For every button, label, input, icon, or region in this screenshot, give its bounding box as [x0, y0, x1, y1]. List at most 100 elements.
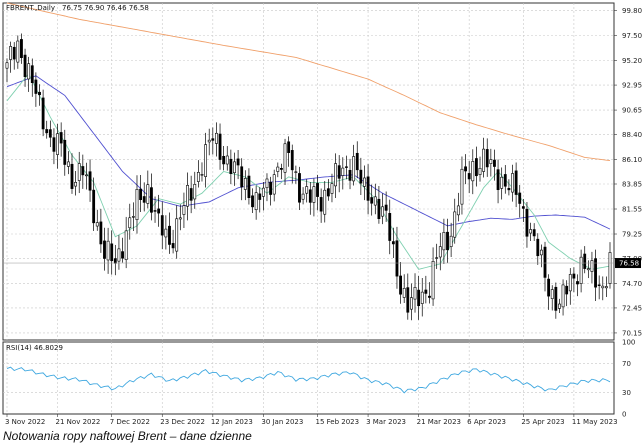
candle-body	[131, 216, 135, 218]
candle	[381, 193, 384, 225]
rsi-y-axis: 100 70 30 0	[622, 339, 635, 419]
candle	[312, 178, 316, 217]
candle	[298, 166, 301, 211]
candle-body	[525, 208, 529, 237]
candle-body	[283, 143, 287, 173]
candle	[283, 138, 287, 185]
candle-body	[258, 193, 262, 200]
candle	[56, 123, 59, 169]
candle	[66, 151, 70, 175]
candle	[186, 172, 189, 221]
candle	[583, 246, 587, 274]
candle-body	[583, 253, 587, 269]
candle-body	[261, 187, 265, 197]
candle-body	[99, 221, 103, 245]
candle	[471, 149, 475, 195]
candle	[558, 298, 561, 313]
candle	[391, 227, 395, 258]
candle	[48, 120, 52, 148]
candle-body	[88, 171, 92, 191]
candle-body	[514, 170, 518, 195]
candle	[135, 175, 139, 234]
rsi-y-tick-label: 70	[622, 360, 631, 368]
candle-body	[171, 243, 175, 249]
candle	[370, 184, 374, 216]
chart-caption: Notowania ropy naftowej Brent – dane dzi…	[3, 429, 252, 443]
candle-body	[186, 185, 189, 207]
candle-body	[558, 303, 561, 309]
candle	[467, 161, 471, 194]
candle-body	[222, 155, 226, 165]
candle-body	[424, 289, 428, 294]
candle-body	[431, 261, 435, 300]
candle	[438, 232, 442, 271]
candle-body	[547, 278, 551, 297]
x-tick-label: 3 Nov 2022	[5, 418, 45, 426]
candle	[157, 194, 161, 227]
rsi-y-tick-label: 30	[622, 389, 631, 397]
candle	[550, 285, 554, 311]
candle	[81, 154, 85, 189]
candle	[240, 158, 244, 201]
candle-body	[229, 158, 233, 174]
candle-body	[406, 287, 410, 313]
candle-body	[48, 129, 52, 138]
candle-body	[521, 206, 525, 209]
candle	[9, 41, 13, 73]
candle	[446, 218, 449, 263]
candle	[251, 188, 254, 213]
candle-body	[70, 163, 74, 189]
candle	[59, 122, 63, 157]
price-y-tick-label: 90.65	[622, 107, 642, 115]
candle-body	[550, 289, 554, 299]
candle	[511, 164, 514, 202]
candle	[207, 128, 211, 156]
candle	[74, 170, 78, 196]
candle-body	[507, 188, 511, 191]
price-y-tick-label: 92.95	[622, 82, 642, 90]
candle	[142, 182, 146, 212]
candle	[146, 170, 150, 209]
candle	[319, 188, 323, 223]
candle	[561, 279, 565, 316]
candle	[431, 247, 435, 306]
candle-body	[128, 217, 132, 229]
candle-body	[175, 218, 179, 252]
candle-body	[370, 197, 374, 204]
candle-body	[103, 240, 106, 259]
candle	[88, 159, 92, 202]
x-tick-label: 23 Dec 2022	[160, 418, 205, 426]
price-y-axis: 99.80 97.50 95.20 92.95 90.65 88.40 86.10 83.85…	[3, 7, 642, 337]
candle-body	[52, 137, 56, 152]
candle	[200, 162, 204, 182]
candle	[435, 243, 439, 269]
candle	[493, 149, 496, 181]
candle-body	[153, 210, 157, 212]
candle-body	[23, 54, 27, 77]
candle-body	[597, 284, 601, 286]
candle	[449, 222, 453, 257]
candle	[160, 201, 164, 250]
candle	[103, 227, 106, 271]
candle	[287, 136, 291, 167]
candle-body	[489, 159, 493, 164]
candle	[326, 179, 330, 201]
candle	[348, 158, 352, 190]
candle-body	[95, 222, 99, 227]
candle	[258, 187, 262, 213]
candle-body	[399, 275, 402, 295]
candle-body	[113, 258, 117, 264]
ohlc-header: 76.75 76.90 76.46 76.58	[62, 4, 149, 12]
candle-body	[576, 281, 579, 285]
candle-body	[5, 62, 9, 69]
candle	[590, 251, 594, 284]
ma-fast-line	[6, 72, 611, 270]
candle	[211, 127, 215, 155]
candle	[52, 128, 56, 165]
x-tick-label: 30 Jan 2023	[261, 418, 303, 426]
candle	[518, 185, 522, 218]
candle-body	[417, 289, 421, 307]
candle	[323, 181, 327, 223]
candle	[395, 226, 399, 289]
candle	[330, 173, 334, 203]
